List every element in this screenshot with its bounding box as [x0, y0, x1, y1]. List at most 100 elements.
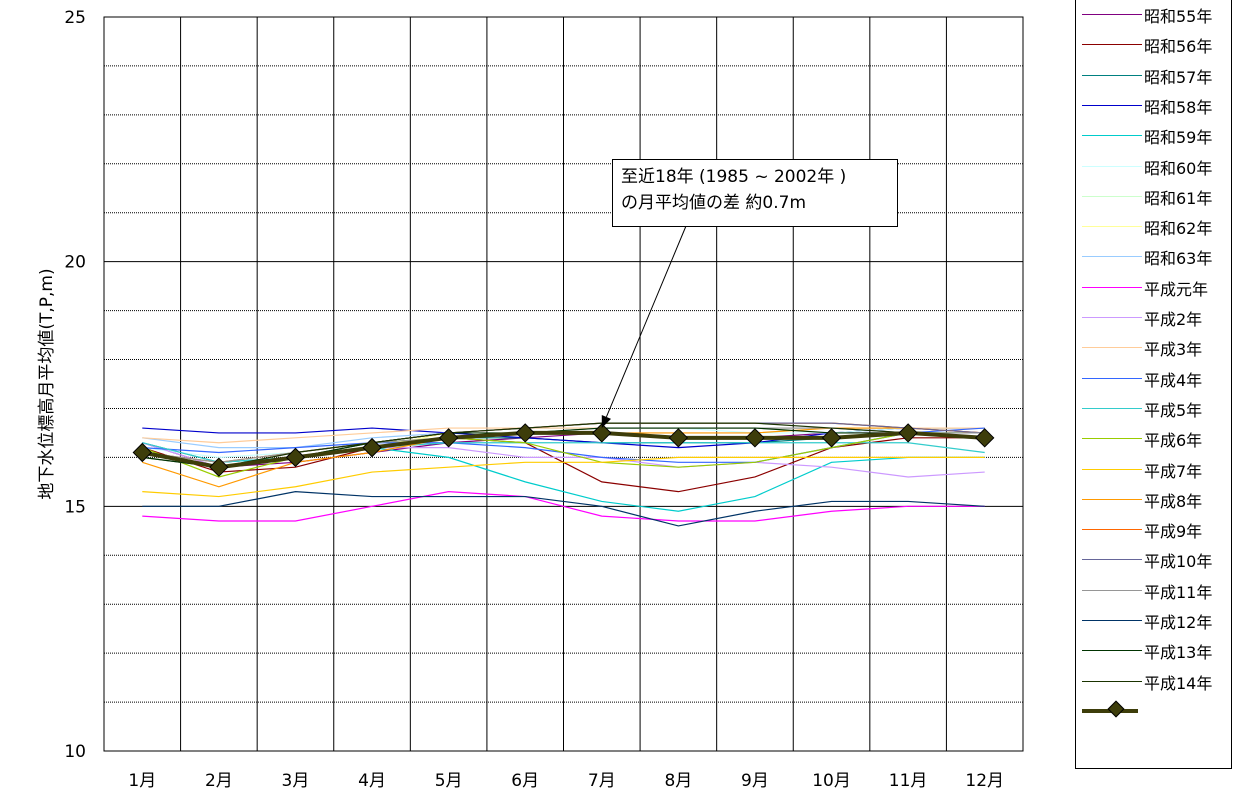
series-line: [142, 491, 985, 522]
series-point: [362, 437, 382, 458]
tick-labels: 10 15 20 25 1月 2月 3月 4月 5月 6月 7月 8月 9月 10月 11月 12月: [64, 8, 1004, 791]
grid-lines: [104, 17, 1023, 751]
series-point: [515, 423, 535, 443]
legend-swatch: [1082, 317, 1142, 318]
legend-item: 平成9年: [1076, 514, 1233, 544]
series-point: [592, 423, 612, 443]
annotation-arrow: [605, 225, 687, 418]
legend-label: 昭和58年: [1144, 97, 1213, 117]
x-tick-label: 2月: [205, 771, 233, 791]
annotation-box: 至近18年 (1985 ~ 2002年 ) の月平均値の差 約0.7m: [612, 159, 898, 227]
legend-item: 平成8年: [1076, 484, 1233, 514]
legend-swatch: [1082, 195, 1142, 197]
legend-swatch: [1082, 377, 1142, 379]
legend-swatch: [1082, 498, 1142, 500]
legend-label: 平成5年: [1144, 400, 1203, 420]
legend-item: 平成11年: [1076, 575, 1233, 605]
legend-swatch: [1082, 559, 1142, 561]
legend-item: 平成7年: [1076, 454, 1233, 484]
legend-item: 平成元年: [1076, 272, 1233, 302]
x-tick-label: 5月: [435, 771, 463, 791]
legend-item: 昭和59年: [1076, 120, 1233, 150]
series-layer: [132, 422, 995, 527]
legend-item: 昭和60年: [1076, 151, 1233, 181]
legend-label: 昭和61年: [1144, 188, 1213, 208]
x-tick-label: 10月: [812, 771, 851, 791]
legend-swatch: [1082, 104, 1142, 106]
legend-label: 平成6年: [1144, 431, 1203, 451]
y-tick-label: 25: [64, 8, 86, 28]
legend-label: 昭和63年: [1144, 249, 1213, 269]
legend-swatch: [1082, 14, 1142, 15]
legend-label: 平成14年: [1144, 673, 1213, 693]
x-tick-label: 3月: [282, 771, 310, 791]
legend-label: 平成10年: [1144, 552, 1213, 572]
x-tick-label: 9月: [741, 771, 769, 791]
legend-item: 平成6年: [1076, 423, 1233, 453]
x-tick-label: 7月: [588, 771, 616, 791]
legend-label: 昭和60年: [1144, 158, 1213, 178]
legend-swatch: [1082, 286, 1142, 288]
legend-swatch: [1082, 700, 1138, 718]
y-tick-label: 15: [64, 497, 86, 517]
legend-item: 昭和55年: [1076, 0, 1233, 29]
legend-label: 平成元年: [1144, 279, 1209, 299]
legend-swatch: [1082, 589, 1142, 591]
legend-swatch: [1082, 680, 1142, 682]
series-point: [668, 428, 689, 448]
legend-item: 昭和62年: [1076, 211, 1233, 241]
y-tick-label: 20: [64, 253, 86, 273]
legend-item: 昭和57年: [1076, 60, 1233, 90]
legend-label: 昭和62年: [1144, 219, 1213, 239]
legend-swatch: [1082, 165, 1142, 167]
legend-label: 平成9年: [1144, 522, 1203, 542]
legend-label: 昭和59年: [1144, 128, 1213, 148]
series-point: [975, 428, 995, 448]
legend-item: 昭和56年: [1076, 29, 1233, 59]
legend-item: 平成4年: [1076, 363, 1233, 393]
y-axis-label: 地下水位標高月平均値(T,P,m): [37, 268, 57, 499]
legend-item: 平成13年: [1076, 635, 1233, 665]
legend-swatch: [1082, 347, 1142, 349]
legend-item: 昭和58年: [1076, 90, 1233, 120]
legend-swatch: [1082, 468, 1142, 470]
legend-item: 平成2年: [1076, 302, 1233, 332]
legend-label: 平成11年: [1144, 582, 1213, 602]
series-point: [438, 428, 459, 448]
series-point: [898, 423, 918, 443]
legend-label: 平成3年: [1144, 340, 1203, 360]
legend-label: 平成8年: [1144, 491, 1203, 511]
x-tick-label: 8月: [664, 771, 692, 791]
series-point: [745, 428, 765, 448]
annotation-line-2: の月平均値の差 約0.7m: [621, 193, 806, 213]
legend-label: 平成13年: [1144, 643, 1213, 663]
series-point: [132, 442, 152, 463]
legend-swatch: [1082, 135, 1142, 137]
legend-label: 昭和57年: [1144, 67, 1213, 87]
legend-item: 平成10年: [1076, 544, 1233, 574]
series-line: [142, 456, 985, 498]
legend-swatch: [1082, 44, 1142, 46]
x-tick-label: 6月: [511, 771, 539, 791]
legend-item: [1076, 696, 1233, 726]
legend-swatch: [1082, 438, 1142, 440]
legend-item: 平成12年: [1076, 605, 1233, 635]
series-point: [821, 428, 842, 448]
series-line: [142, 491, 985, 527]
legend-marker: [1107, 700, 1125, 718]
x-tick-label: 4月: [358, 771, 386, 791]
legend-swatch: [1082, 407, 1142, 409]
legend-item: 平成3年: [1076, 332, 1233, 362]
legend-swatch: [1082, 256, 1142, 258]
legend-swatch: [1082, 620, 1142, 621]
legend-item: 昭和61年: [1076, 181, 1233, 211]
legend-label: 平成4年: [1144, 370, 1203, 390]
x-tick-label: 11月: [889, 771, 928, 791]
series-point: [285, 447, 306, 468]
series-line: [141, 430, 985, 470]
legend-item: 昭和63年: [1076, 241, 1233, 271]
legend-swatch: [1082, 650, 1142, 652]
plot-border: [103, 16, 1024, 752]
legend-label: 昭和55年: [1144, 7, 1213, 26]
